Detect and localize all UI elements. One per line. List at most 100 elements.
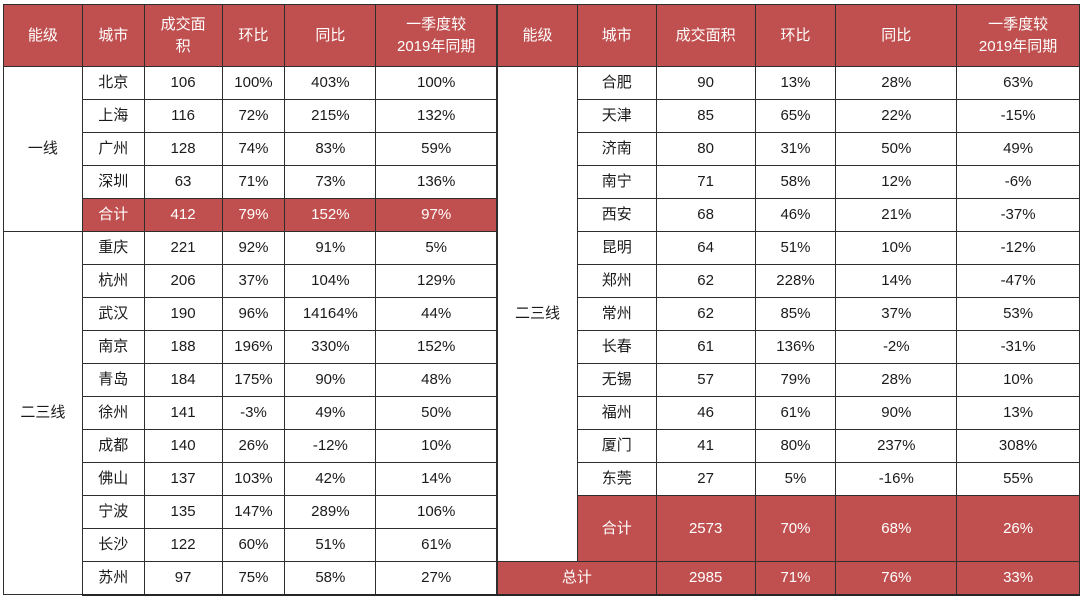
area-cell: 46: [655, 396, 756, 430]
mom-cell: 85%: [754, 297, 837, 331]
tier23-group-cell: 二三线: [497, 66, 578, 562]
yoy-cell: 90%: [284, 363, 377, 397]
area-cell: 106: [143, 66, 223, 100]
mom-cell: 61%: [754, 396, 837, 430]
vs2019-cell: 53%: [956, 297, 1080, 331]
table-row: 二三线 重庆 221 92% 91% 5%: [3, 231, 498, 595]
yoy-cell: 152%: [284, 198, 377, 232]
area-cell: 190: [143, 297, 223, 331]
subtotal-label-cell: 合计: [81, 198, 145, 232]
area-cell: 221: [143, 231, 223, 265]
area-cell: 63: [143, 165, 223, 199]
col-header-vs2019-line1: 一季度较: [988, 15, 1049, 33]
vs2019-cell: 97%: [375, 198, 498, 232]
table-row: 郑州 62 228% 14% -47%: [498, 264, 1080, 298]
table-row: 上海 116 72% 215% 132%: [4, 99, 498, 133]
yoy-cell: 76%: [835, 561, 958, 596]
table-row: 杭州 206 37% 104% 129%: [4, 264, 498, 298]
city-cell: 成都: [81, 429, 145, 463]
table-row: 天津 85 65% 22% -15%: [498, 99, 1080, 133]
mom-cell: 92%: [221, 231, 286, 265]
mom-cell: 70%: [754, 495, 837, 562]
mom-cell: 196%: [221, 330, 286, 364]
tier23-group-cell: 二三线: [3, 231, 83, 595]
vs2019-cell: 33%: [956, 561, 1080, 596]
city-cell: 无锡: [576, 363, 657, 397]
vs2019-cell: 44%: [375, 297, 498, 331]
city-cell: 长春: [576, 330, 657, 364]
table-row: 南京 188 196% 330% 152%: [4, 330, 498, 364]
mom-cell: 58%: [754, 165, 837, 199]
vs2019-cell: 100%: [375, 66, 498, 100]
city-cell: 福州: [576, 396, 657, 430]
mom-cell: 37%: [221, 264, 286, 298]
city-cell: 昆明: [576, 231, 657, 265]
vs2019-cell: 49%: [956, 132, 1080, 166]
yoy-cell: 403%: [284, 66, 377, 100]
table-row: 二三线 合肥 90 13% 28% 63%: [497, 66, 1080, 562]
vs2019-cell: -37%: [956, 198, 1080, 232]
mom-cell: 72%: [221, 99, 286, 133]
mom-cell: 60%: [221, 528, 286, 562]
vs2019-cell: 152%: [375, 330, 498, 364]
area-cell: 64: [655, 231, 756, 265]
yoy-cell: 37%: [835, 297, 958, 331]
area-cell: 128: [143, 132, 223, 166]
col-header-tier: 能级: [3, 4, 83, 67]
table-row: 宁波 135 147% 289% 106%: [4, 495, 498, 529]
vs2019-cell: 61%: [375, 528, 498, 562]
mom-cell: 65%: [754, 99, 837, 133]
table-row: 东莞 27 5% -16% 55%: [498, 462, 1080, 496]
city-cell: 佛山: [81, 462, 145, 496]
city-cell: 合肥: [576, 66, 657, 100]
yoy-cell: 14%: [835, 264, 958, 298]
area-cell: 122: [143, 528, 223, 562]
yoy-cell: 58%: [284, 561, 377, 596]
city-cell: 长沙: [81, 528, 145, 562]
area-cell: 137: [143, 462, 223, 496]
area-cell: 85: [655, 99, 756, 133]
vs2019-cell: 26%: [956, 495, 1080, 562]
vs2019-cell: 59%: [375, 132, 498, 166]
vs2019-cell: 106%: [375, 495, 498, 529]
city-cell: 济南: [576, 132, 657, 166]
yoy-cell: 91%: [284, 231, 377, 265]
area-cell: 412: [143, 198, 223, 232]
vs2019-cell: 136%: [375, 165, 498, 199]
yoy-cell: -16%: [835, 462, 958, 496]
grand-total-label-cell: 总计: [497, 561, 657, 596]
mom-cell: 26%: [221, 429, 286, 463]
table-row: 厦门 41 80% 237% 308%: [498, 429, 1080, 463]
vs2019-cell: -31%: [956, 330, 1080, 364]
mom-cell: 96%: [221, 297, 286, 331]
col-header-area: 成交面积: [143, 4, 223, 67]
header-row: 能级 城市 成交面积 环比 同比 一季度较 2019年同期: [497, 4, 1080, 67]
col-header-vs2019-line1: 一季度较: [406, 15, 467, 33]
city-cell: 广州: [81, 132, 145, 166]
table-row: 一线 北京 106 100% 403% 100%: [3, 66, 498, 232]
yoy-cell: 289%: [284, 495, 377, 529]
mom-cell: 147%: [221, 495, 286, 529]
yoy-cell: 28%: [835, 66, 958, 100]
table-row: 苏州 97 75% 58% 27%: [4, 561, 498, 596]
area-cell: 184: [143, 363, 223, 397]
mom-cell: 228%: [754, 264, 837, 298]
mom-cell: -3%: [221, 396, 286, 430]
area-cell: 116: [143, 99, 223, 133]
yoy-cell: 21%: [835, 198, 958, 232]
area-cell: 135: [143, 495, 223, 529]
area-cell: 141: [143, 396, 223, 430]
yoy-cell: 10%: [835, 231, 958, 265]
col-header-tier: 能级: [497, 4, 578, 67]
mom-cell: 80%: [754, 429, 837, 463]
col-header-area: 成交面积: [655, 4, 756, 67]
area-cell: 80: [655, 132, 756, 166]
right-table: 能级 城市 成交面积 环比 同比 一季度较 2019年同期 二三线 合肥 90 …: [497, 4, 1080, 596]
mom-cell: 13%: [754, 66, 837, 100]
mom-cell: 103%: [221, 462, 286, 496]
area-cell: 90: [655, 66, 756, 100]
yoy-cell: 104%: [284, 264, 377, 298]
table-row: 无锡 57 79% 28% 10%: [498, 363, 1080, 397]
vs2019-cell: 13%: [956, 396, 1080, 430]
city-cell: 厦门: [576, 429, 657, 463]
